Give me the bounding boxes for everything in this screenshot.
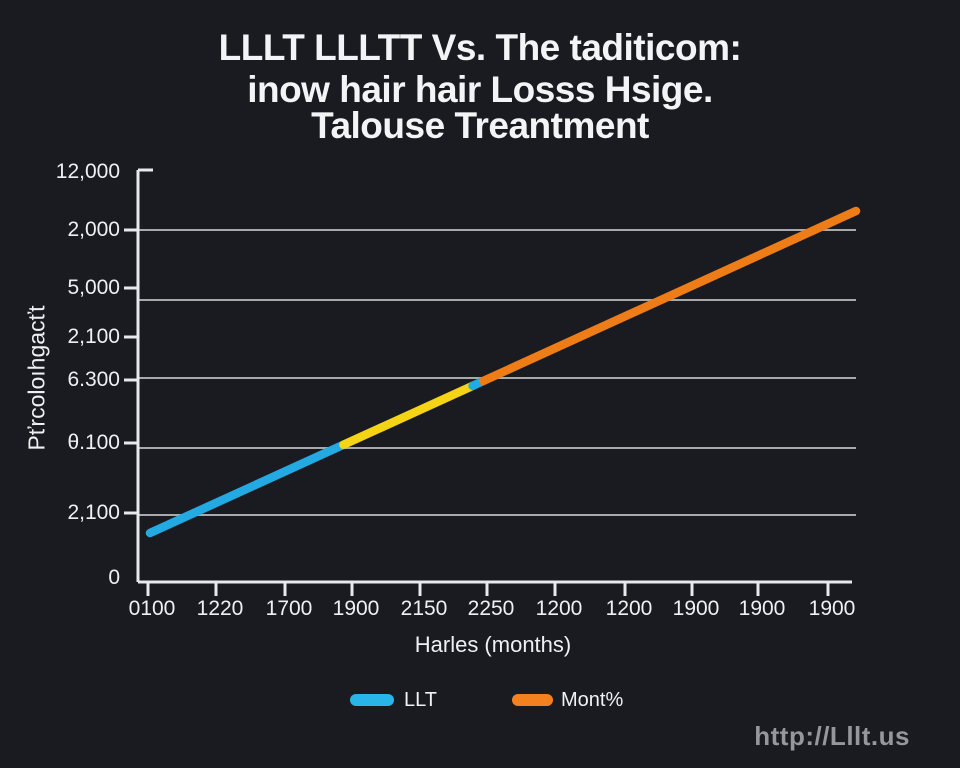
legend-swatch-llt bbox=[350, 694, 394, 706]
x-tick-label: 1200 bbox=[605, 597, 653, 620]
chart-title-line-3: Talouse Treantment bbox=[311, 105, 649, 146]
x-tick-label: 2150 bbox=[400, 597, 448, 620]
y-tick-label: 0 bbox=[108, 566, 120, 589]
chart-title-line-1: LLLT LLLTT Vs. The taditicom: bbox=[218, 27, 742, 68]
x-tick-label: 1700 bbox=[265, 597, 313, 620]
legend-label-mont: Mont% bbox=[561, 689, 624, 711]
y-axis-title: Pťrcoloıhgacťt bbox=[23, 305, 50, 451]
x-tick-label: 1900 bbox=[738, 597, 786, 620]
watermark-url: http://Lllt.us bbox=[754, 721, 910, 751]
x-tick-label: 1220 bbox=[196, 597, 244, 620]
y-tick-label: 6.300 bbox=[67, 368, 120, 391]
y-tick-label: θ.100 bbox=[67, 431, 120, 454]
y-tick-label: 12,000 bbox=[55, 160, 120, 183]
y-tick-label: 2,100 bbox=[67, 501, 120, 524]
chart-title-line-2: inow hair hair Losss Hsige. bbox=[247, 69, 713, 110]
x-tick-label: 1200 bbox=[535, 597, 583, 620]
x-tick-label: 1900 bbox=[808, 597, 856, 620]
legend-swatch-mont bbox=[512, 694, 553, 706]
x-tick-label: 2250 bbox=[467, 597, 515, 620]
trend-line-segment bbox=[478, 206, 861, 386]
trend-line-segment bbox=[145, 440, 348, 538]
legend-label-llt: LLT bbox=[404, 689, 437, 711]
y-tick-label: 5,000 bbox=[67, 276, 120, 299]
y-tick-label: 2,000 bbox=[67, 218, 120, 241]
trend-line-segment bbox=[339, 381, 477, 450]
x-axis-title: Harles (months) bbox=[414, 632, 572, 657]
x-tick-label: 1900 bbox=[672, 597, 720, 620]
x-tick-label: 0100 bbox=[128, 597, 176, 620]
y-tick-label: 2,100 bbox=[67, 325, 120, 348]
x-tick-label: 1900 bbox=[332, 597, 380, 620]
